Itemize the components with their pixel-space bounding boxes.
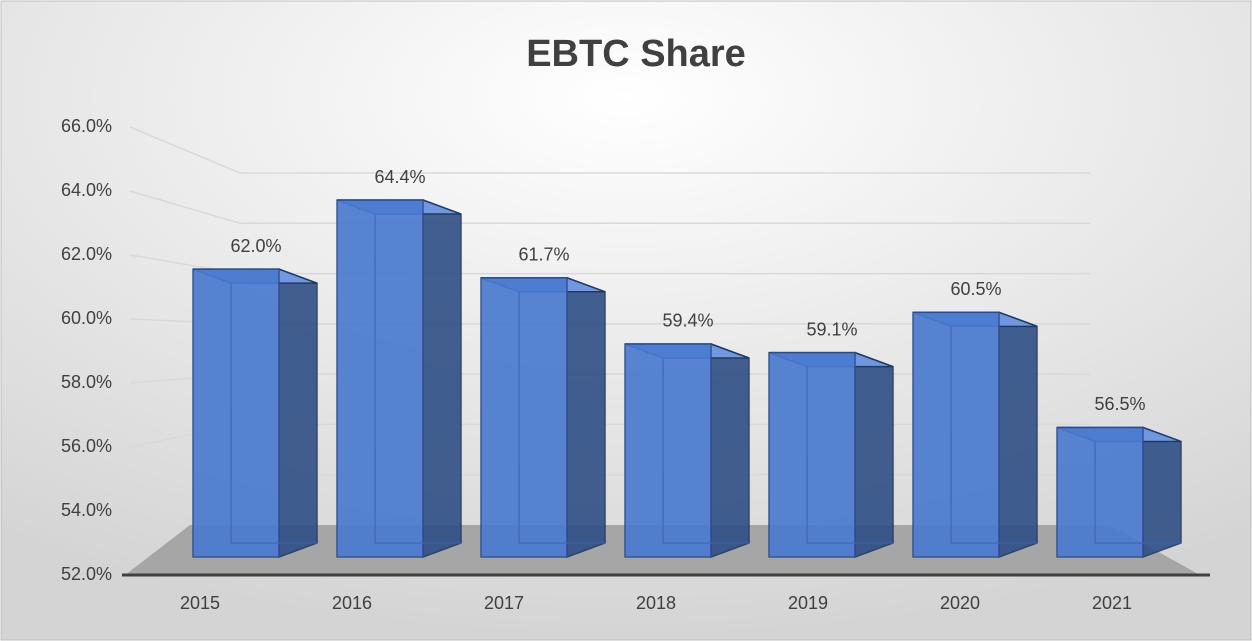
- y-tick-label: 56.0%: [61, 436, 112, 456]
- bar: [336, 199, 424, 558]
- bar: [480, 277, 568, 558]
- data-label: 61.7%: [518, 245, 569, 265]
- data-label: 60.5%: [950, 279, 1001, 299]
- bar: [768, 351, 856, 558]
- y-tick-label: 62.0%: [61, 244, 112, 264]
- bar-side: [422, 198, 462, 559]
- x-tick-label: 2020: [940, 593, 980, 613]
- y-tick-label: 54.0%: [61, 500, 112, 520]
- y-tick-label: 66.0%: [61, 116, 112, 136]
- grid-line: [129, 190, 241, 225]
- grid-line: [129, 126, 241, 174]
- bar: [1056, 426, 1144, 558]
- bar: [192, 268, 280, 558]
- bar-side: [278, 268, 318, 559]
- y-tick-label: 52.0%: [61, 564, 112, 584]
- x-tick-label: 2018: [636, 593, 676, 613]
- y-tick-label: 58.0%: [61, 372, 112, 392]
- bar-side: [1142, 426, 1182, 559]
- data-label: 62.0%: [230, 236, 281, 256]
- data-label: 64.4%: [374, 167, 425, 187]
- data-label: 59.1%: [806, 319, 857, 339]
- bar-side: [566, 276, 606, 559]
- bar-side: [854, 351, 894, 559]
- x-tick-label: 2016: [332, 593, 372, 613]
- data-label: 59.4%: [662, 311, 713, 331]
- x-tick-label: 2017: [484, 593, 524, 613]
- y-tick-label: 60.0%: [61, 308, 112, 328]
- x-tick-label: 2015: [180, 593, 220, 613]
- bar-side: [998, 311, 1038, 559]
- bar: [624, 343, 712, 558]
- x-tick-label: 2019: [788, 593, 828, 613]
- y-tick-label: 64.0%: [61, 180, 112, 200]
- data-label: 56.5%: [1094, 394, 1145, 414]
- chart-title: EBTC Share: [526, 33, 746, 75]
- x-tick-label: 2021: [1092, 593, 1132, 613]
- bar-side: [710, 342, 750, 559]
- bar: [912, 311, 1000, 558]
